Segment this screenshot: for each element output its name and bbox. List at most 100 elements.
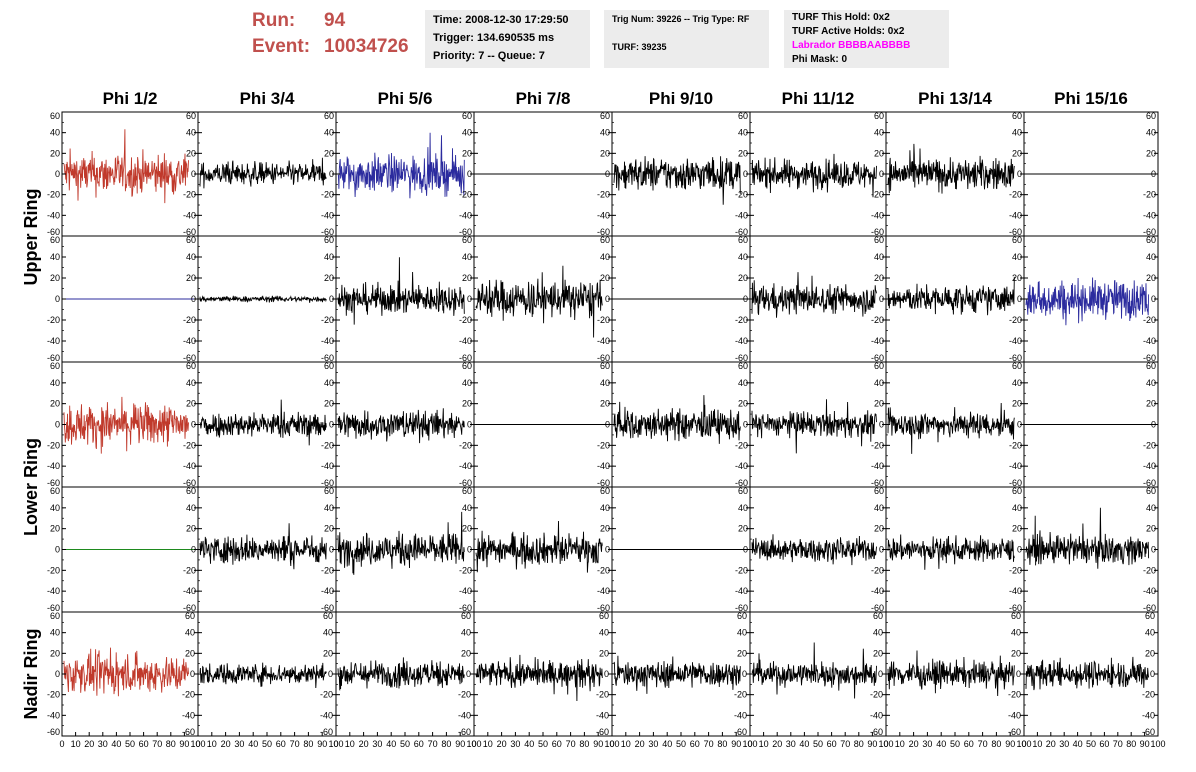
- turf-active-holds-text: TURF Active Holds: 0x2: [792, 26, 905, 37]
- y-tick-label: 20: [738, 399, 748, 409]
- y-tick-label: 40: [50, 503, 60, 513]
- trigger-text: Trigger: 134.690535 ms: [433, 32, 555, 44]
- waveform-trace: [887, 650, 1015, 697]
- y-tick-label: 40: [185, 628, 195, 638]
- y-tick-label: 20: [874, 399, 884, 409]
- y-tick-label: -60: [47, 353, 60, 363]
- x-tick-label: 10: [483, 739, 493, 749]
- y-tick-label: -40: [734, 710, 747, 720]
- y-tick-label: -40: [459, 461, 472, 471]
- y-tick-label: 0: [743, 545, 748, 555]
- y-tick-label: 0: [1151, 169, 1156, 179]
- y-tick-label: 0: [328, 669, 333, 679]
- y-tick-label: 0: [55, 545, 60, 555]
- y-tick-label: 0: [1017, 294, 1022, 304]
- y-tick-label: -40: [321, 461, 334, 471]
- y-tick-label: 0: [329, 169, 334, 179]
- y-tick-label: 0: [55, 669, 60, 679]
- y-tick-label: 0: [329, 545, 334, 555]
- y-tick-label: 20: [1012, 524, 1022, 534]
- y-tick-label: -20: [321, 565, 334, 575]
- y-tick-label: 40: [738, 252, 748, 262]
- y-tick-label: -20: [183, 190, 196, 200]
- y-tick-label: 0: [1151, 420, 1156, 430]
- y-tick-label: -20: [596, 690, 609, 700]
- y-tick-label: -20: [183, 315, 196, 325]
- y-tick-label: 0: [879, 545, 884, 555]
- y-tick-label: -20: [1009, 315, 1022, 325]
- y-tick-label: 40: [874, 503, 884, 513]
- y-tick-label: 0: [191, 420, 196, 430]
- y-tick-label: -60: [1008, 727, 1021, 737]
- panel-frame: [749, 361, 887, 488]
- y-tick-label: -40: [47, 586, 60, 596]
- y-tick-label: -40: [1142, 710, 1155, 720]
- run-event-box: Run: 94 Event: 10034726: [252, 8, 409, 60]
- x-tick-label: 90: [731, 739, 741, 749]
- x-tick-label: 100: [878, 739, 893, 749]
- y-tick-label: -40: [321, 586, 334, 596]
- x-tick-label: 60: [414, 739, 424, 749]
- y-tick-label: -40: [47, 336, 60, 346]
- x-tick-label: 70: [704, 739, 714, 749]
- y-tick-label: 60: [186, 235, 196, 245]
- y-tick-label: 20: [461, 648, 471, 658]
- y-tick-label: -40: [735, 336, 748, 346]
- x-tick-label: 0: [195, 739, 200, 749]
- y-tick-label: 40: [600, 503, 610, 513]
- waveform-trace: [199, 399, 327, 446]
- y-tick-label: 0: [743, 294, 748, 304]
- y-tick-label: -40: [183, 210, 196, 220]
- y-tick-label: 40: [462, 128, 472, 138]
- y-tick-label: -20: [597, 190, 610, 200]
- x-tick-label: 70: [290, 739, 300, 749]
- y-tick-label: 60: [462, 486, 472, 496]
- y-tick-label: 20: [324, 399, 334, 409]
- x-tick-label: 10: [759, 739, 769, 749]
- y-tick-label: -40: [183, 336, 196, 346]
- y-tick-label: -20: [459, 315, 472, 325]
- x-tick-label: 100: [328, 739, 343, 749]
- y-tick-label: 40: [50, 628, 60, 638]
- y-tick-label: 60: [873, 611, 883, 621]
- waveform-trace: [63, 129, 189, 204]
- waveform-trace: [199, 662, 327, 689]
- y-tick-label: 60: [738, 111, 748, 121]
- y-tick-label: 20: [462, 524, 472, 534]
- y-tick-label: 40: [1012, 128, 1022, 138]
- x-tick-label: 20: [909, 739, 919, 749]
- x-tick-label: 90: [455, 739, 465, 749]
- x-tick-label: 80: [303, 739, 313, 749]
- y-tick-label: 60: [186, 361, 196, 371]
- x-tick-label: 50: [538, 739, 548, 749]
- waveform-trace: [613, 655, 741, 694]
- y-tick-label: -60: [735, 227, 748, 237]
- x-tick-label: 70: [1113, 739, 1123, 749]
- y-tick-label: -40: [459, 586, 472, 596]
- x-tick-label: 0: [883, 739, 888, 749]
- time-info-panel: Time: 2008-12-30 17:29:50 Trigger: 134.6…: [425, 10, 590, 68]
- x-tick-label: 40: [1073, 739, 1083, 749]
- y-tick-label: -60: [458, 727, 471, 737]
- x-tick-label: 80: [854, 739, 864, 749]
- y-tick-label: 40: [1012, 252, 1022, 262]
- y-tick-label: -40: [459, 210, 472, 220]
- x-tick-label: 60: [139, 739, 149, 749]
- y-tick-label: -60: [597, 227, 610, 237]
- y-tick-label: 40: [1146, 378, 1156, 388]
- y-tick-label: -40: [47, 210, 60, 220]
- y-tick-label: -60: [1143, 603, 1156, 613]
- y-tick-label: -60: [321, 227, 334, 237]
- y-tick-label: 20: [323, 648, 333, 658]
- y-tick-label: 40: [1012, 378, 1022, 388]
- y-tick-label: 0: [1151, 294, 1156, 304]
- y-tick-label: 20: [50, 524, 60, 534]
- y-tick-label: -40: [871, 336, 884, 346]
- y-tick-label: 40: [186, 128, 196, 138]
- y-tick-label: -20: [1009, 190, 1022, 200]
- x-tick-label: 30: [1059, 739, 1069, 749]
- y-tick-label: 20: [738, 148, 748, 158]
- x-tick-label: 20: [1046, 739, 1056, 749]
- y-tick-label: 20: [1146, 399, 1156, 409]
- y-tick-label: -60: [459, 353, 472, 363]
